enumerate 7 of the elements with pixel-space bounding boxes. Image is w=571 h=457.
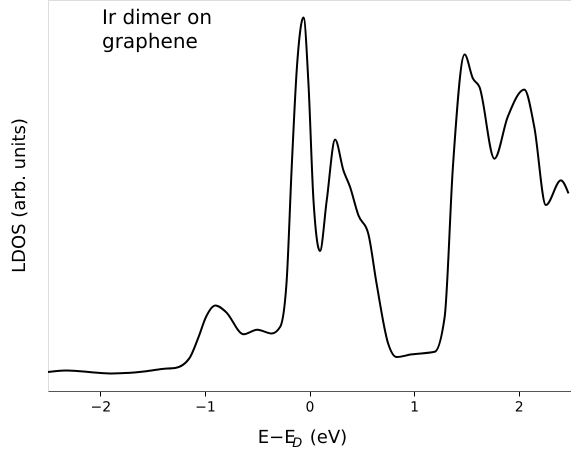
x-tick-label: 2 [514, 400, 524, 416]
annotation: Ir dimer on graphene [102, 5, 212, 53]
x-tick-label: 1 [410, 400, 420, 416]
x-tick-label: −2 [90, 400, 112, 416]
x-tick-label: 0 [306, 400, 314, 416]
x-tick-label: −1 [195, 400, 216, 416]
y-axis-title: LDOS (arb. units) [9, 118, 30, 273]
